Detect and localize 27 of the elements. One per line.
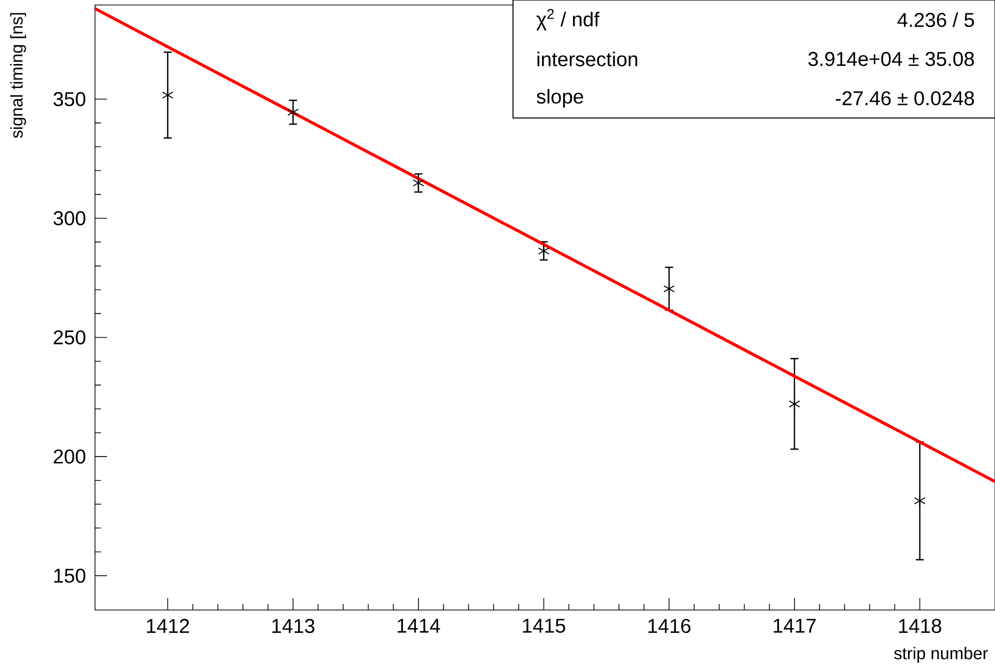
point — [287, 106, 299, 119]
x-tick-label: 1416 — [648, 618, 690, 634]
point — [663, 282, 675, 296]
point — [788, 397, 800, 410]
x-tick-label: 1417 — [774, 618, 816, 633]
x-tick-label: 1413 — [272, 618, 314, 634]
point — [914, 494, 926, 508]
x-tick-label: 1418 — [899, 618, 942, 634]
annotation: χ$^{2}$ / ndf — [536, 8, 600, 30]
y-axis-title: signal timing [ns] — [10, 13, 26, 138]
x-tick-label: 1414 — [398, 618, 440, 633]
x-tick-label: 1412 — [146, 618, 189, 633]
x-tick-label: 1415 — [523, 618, 566, 633]
point — [412, 176, 424, 190]
y-tick-label: 150 — [54, 568, 86, 583]
annotation: intersection — [538, 52, 638, 66]
x-axis-title: strip number — [894, 646, 988, 663]
annotation: 4.236 / 5 — [897, 12, 974, 28]
y-tick-label: 350 — [54, 92, 86, 106]
point — [538, 244, 550, 258]
y-tick-label: 250 — [54, 330, 86, 344]
y-tick-label: 200 — [54, 449, 86, 464]
y-tick-label: 300 — [54, 211, 86, 226]
annotation: 3.914e+04 ± 35.08 — [808, 52, 974, 66]
point — [162, 88, 174, 102]
annotation: -27.46 ± 0.0248 — [836, 91, 974, 106]
annotation: slope — [536, 88, 584, 108]
